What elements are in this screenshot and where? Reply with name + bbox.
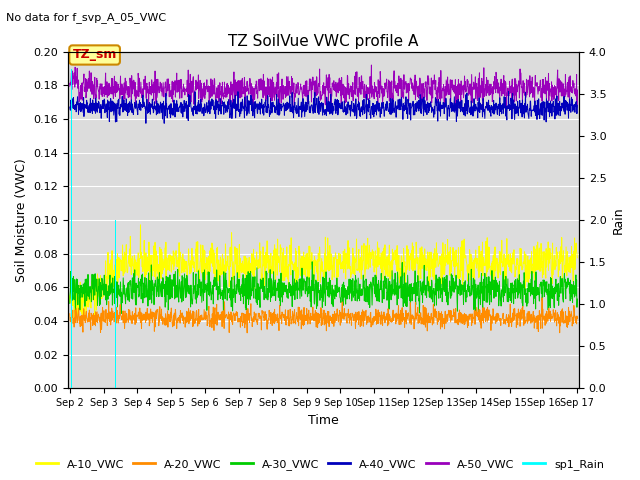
Text: No data for f_svp_A_05_VWC: No data for f_svp_A_05_VWC — [6, 12, 166, 23]
X-axis label: Time: Time — [308, 414, 339, 427]
Y-axis label: Soil Moisture (VWC): Soil Moisture (VWC) — [15, 158, 28, 282]
Bar — [71, 69, 72, 388]
Y-axis label: Rain: Rain — [612, 206, 625, 234]
Bar — [115, 220, 116, 388]
Title: TZ SoilVue VWC profile A: TZ SoilVue VWC profile A — [228, 34, 419, 49]
Text: TZ_sm: TZ_sm — [72, 48, 117, 61]
Legend: A-10_VWC, A-20_VWC, A-30_VWC, A-40_VWC, A-50_VWC, sp1_Rain: A-10_VWC, A-20_VWC, A-30_VWC, A-40_VWC, … — [31, 455, 609, 474]
